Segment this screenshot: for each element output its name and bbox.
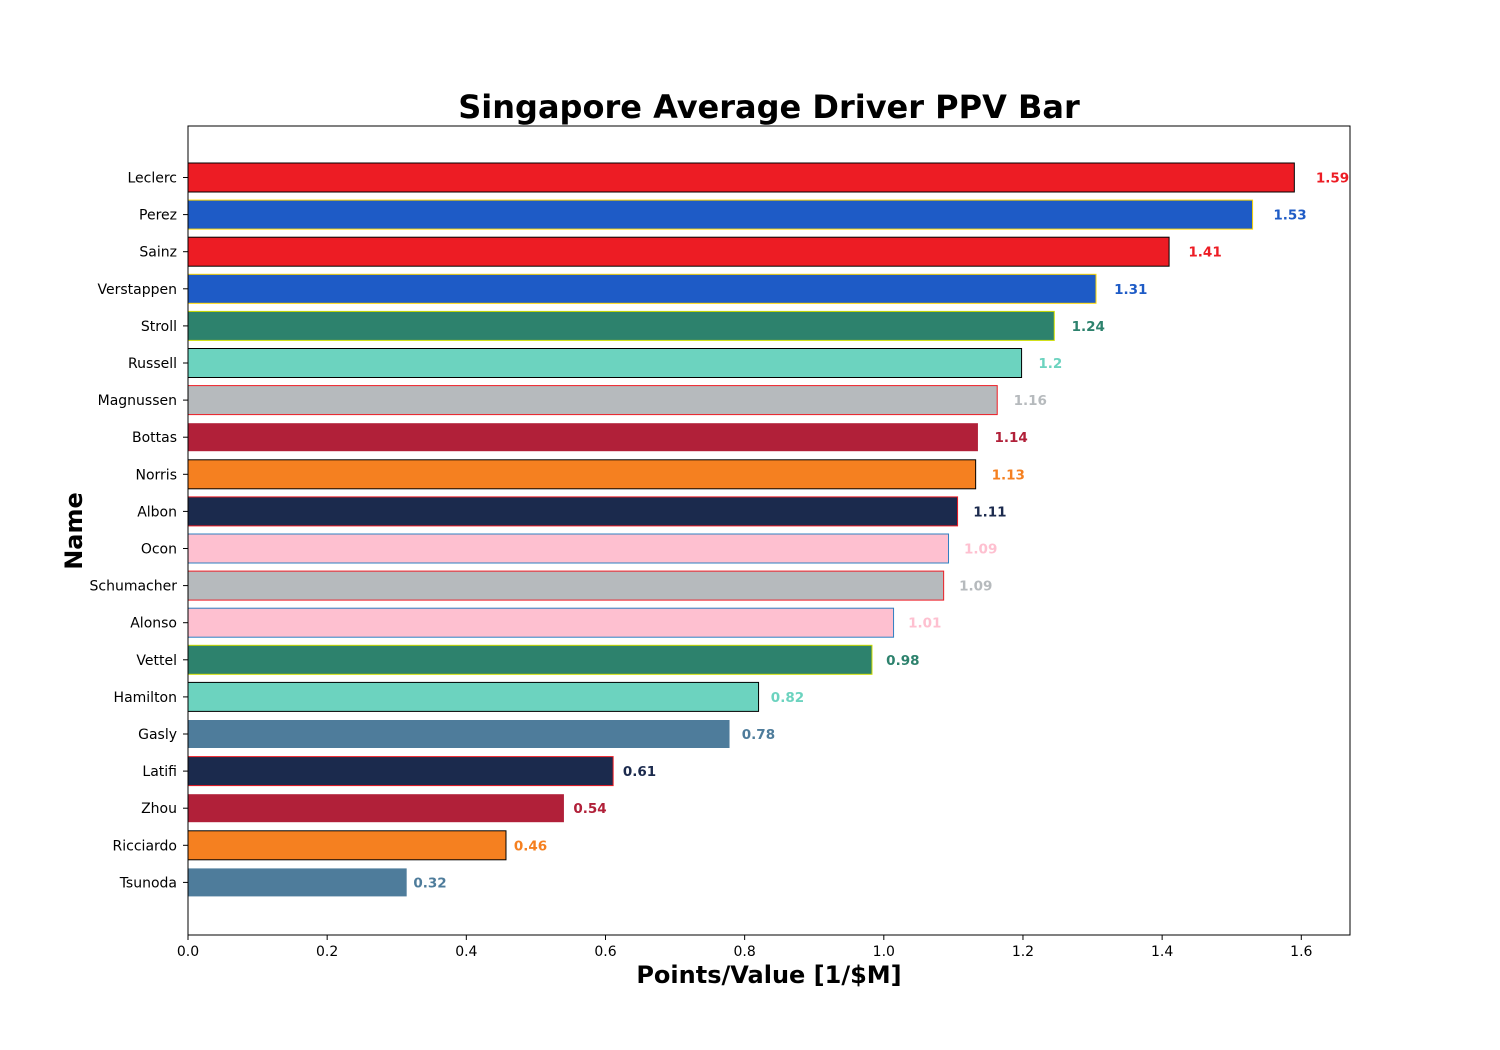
data-label-norris: 1.13 xyxy=(992,467,1025,483)
x-tick-label: 0.8 xyxy=(734,944,756,960)
y-tick-label-perez: Perez xyxy=(139,208,177,224)
data-label-gasly: 0.78 xyxy=(742,727,775,743)
y-tick-label-tsunoda: Tsunoda xyxy=(119,875,177,891)
data-label-tsunoda: 0.32 xyxy=(413,875,446,891)
data-label-ricciardo: 0.46 xyxy=(514,838,547,854)
y-tick-label-hamilton: Hamilton xyxy=(114,690,177,706)
bar-tsunoda xyxy=(187,867,408,898)
data-label-perez: 1.53 xyxy=(1273,208,1306,224)
data-label-vettel: 0.98 xyxy=(886,653,919,669)
bars-layer: 1.59 1.53 1.41 1.31 1.24 1.2 1.16 1.14 1.13 1.11 1… xyxy=(187,162,1349,898)
bar-zhou xyxy=(187,793,565,824)
bar-perez xyxy=(187,199,1254,230)
x-tick-label: 1.4 xyxy=(1151,944,1173,960)
bar-stroll xyxy=(187,310,1055,341)
bar-leclerc xyxy=(187,162,1295,193)
data-label-sainz: 1.41 xyxy=(1188,245,1221,261)
bar-schumacher xyxy=(187,570,945,601)
x-tick-label: 1.6 xyxy=(1290,944,1312,960)
bar-gasly xyxy=(187,719,731,749)
bar-russell xyxy=(187,348,1023,378)
y-tick-label-verstappen: Verstappen xyxy=(98,282,177,298)
y-tick-label-zhou: Zhou xyxy=(141,801,177,817)
x-tick-label: 0.2 xyxy=(316,944,338,960)
data-label-russell: 1.2 xyxy=(1038,356,1062,372)
y-tick-label-bottas: Bottas xyxy=(132,430,177,446)
bar-alonso xyxy=(187,607,895,638)
bar-hamilton xyxy=(187,681,760,712)
bar-vettel xyxy=(187,644,873,675)
bar-ocon xyxy=(187,533,950,564)
y-tick-label-schumacher: Schumacher xyxy=(90,579,178,595)
data-label-alonso: 1.01 xyxy=(908,616,941,632)
y-axis-label: Name xyxy=(60,492,88,570)
bar-magnussen xyxy=(187,385,998,416)
y-tick-label-gasly: Gasly xyxy=(138,727,177,743)
y-tick-label-vettel: Vettel xyxy=(136,653,177,669)
data-label-stroll: 1.24 xyxy=(1072,319,1105,335)
chart-title: Singapore Average Driver PPV Bar xyxy=(458,88,1080,126)
data-label-latifi: 0.61 xyxy=(623,764,656,780)
y-tick-label-stroll: Stroll xyxy=(141,319,177,335)
y-tick-label-russell: Russell xyxy=(128,356,177,372)
y-tick-label-latifi: Latifi xyxy=(142,764,177,780)
data-label-verstappen: 1.31 xyxy=(1114,282,1147,298)
y-tick-label-ricciardo: Ricciardo xyxy=(113,838,177,854)
x-axis-ticks: 0.0 0.2 0.4 0.6 0.8 1.0 1.2 1.4 1.6 xyxy=(177,935,1313,960)
x-tick-label: 1.2 xyxy=(1012,944,1034,960)
bar-latifi xyxy=(187,756,614,787)
y-tick-label-ocon: Ocon xyxy=(141,542,177,558)
x-tick-label: 1.0 xyxy=(873,944,895,960)
y-tick-label-sainz: Sainz xyxy=(139,245,177,261)
bar-sainz xyxy=(187,236,1170,267)
data-label-zhou: 0.54 xyxy=(573,801,606,817)
data-label-leclerc: 1.59 xyxy=(1316,171,1349,187)
data-label-bottas: 1.14 xyxy=(994,430,1027,446)
y-tick-label-alonso: Alonso xyxy=(130,616,177,632)
x-tick-label: 0.0 xyxy=(177,944,199,960)
data-label-ocon: 1.09 xyxy=(964,542,997,558)
data-label-albon: 1.11 xyxy=(973,504,1006,520)
data-label-magnussen: 1.16 xyxy=(1014,393,1047,409)
y-tick-label-leclerc: Leclerc xyxy=(127,171,177,187)
bar-ricciardo xyxy=(187,830,507,861)
plot-frame xyxy=(187,125,1351,936)
data-label-schumacher: 1.09 xyxy=(959,579,992,595)
y-tick-label-magnussen: Magnussen xyxy=(98,393,177,409)
y-tick-label-albon: Albon xyxy=(137,504,177,520)
bar-bottas xyxy=(187,422,979,453)
bar-albon xyxy=(187,496,959,527)
bar-verstappen xyxy=(187,273,1097,304)
bar-norris xyxy=(187,459,977,490)
data-label-hamilton: 0.82 xyxy=(771,690,804,706)
y-tick-labels: Leclerc Perez Sainz Verstappen Stroll Russell… xyxy=(90,171,188,891)
y-tick-label-norris: Norris xyxy=(136,467,178,483)
x-tick-label: 0.4 xyxy=(455,944,477,960)
x-tick-label: 0.6 xyxy=(594,944,616,960)
x-axis-label: Points/Value [1/$M] xyxy=(636,961,901,989)
